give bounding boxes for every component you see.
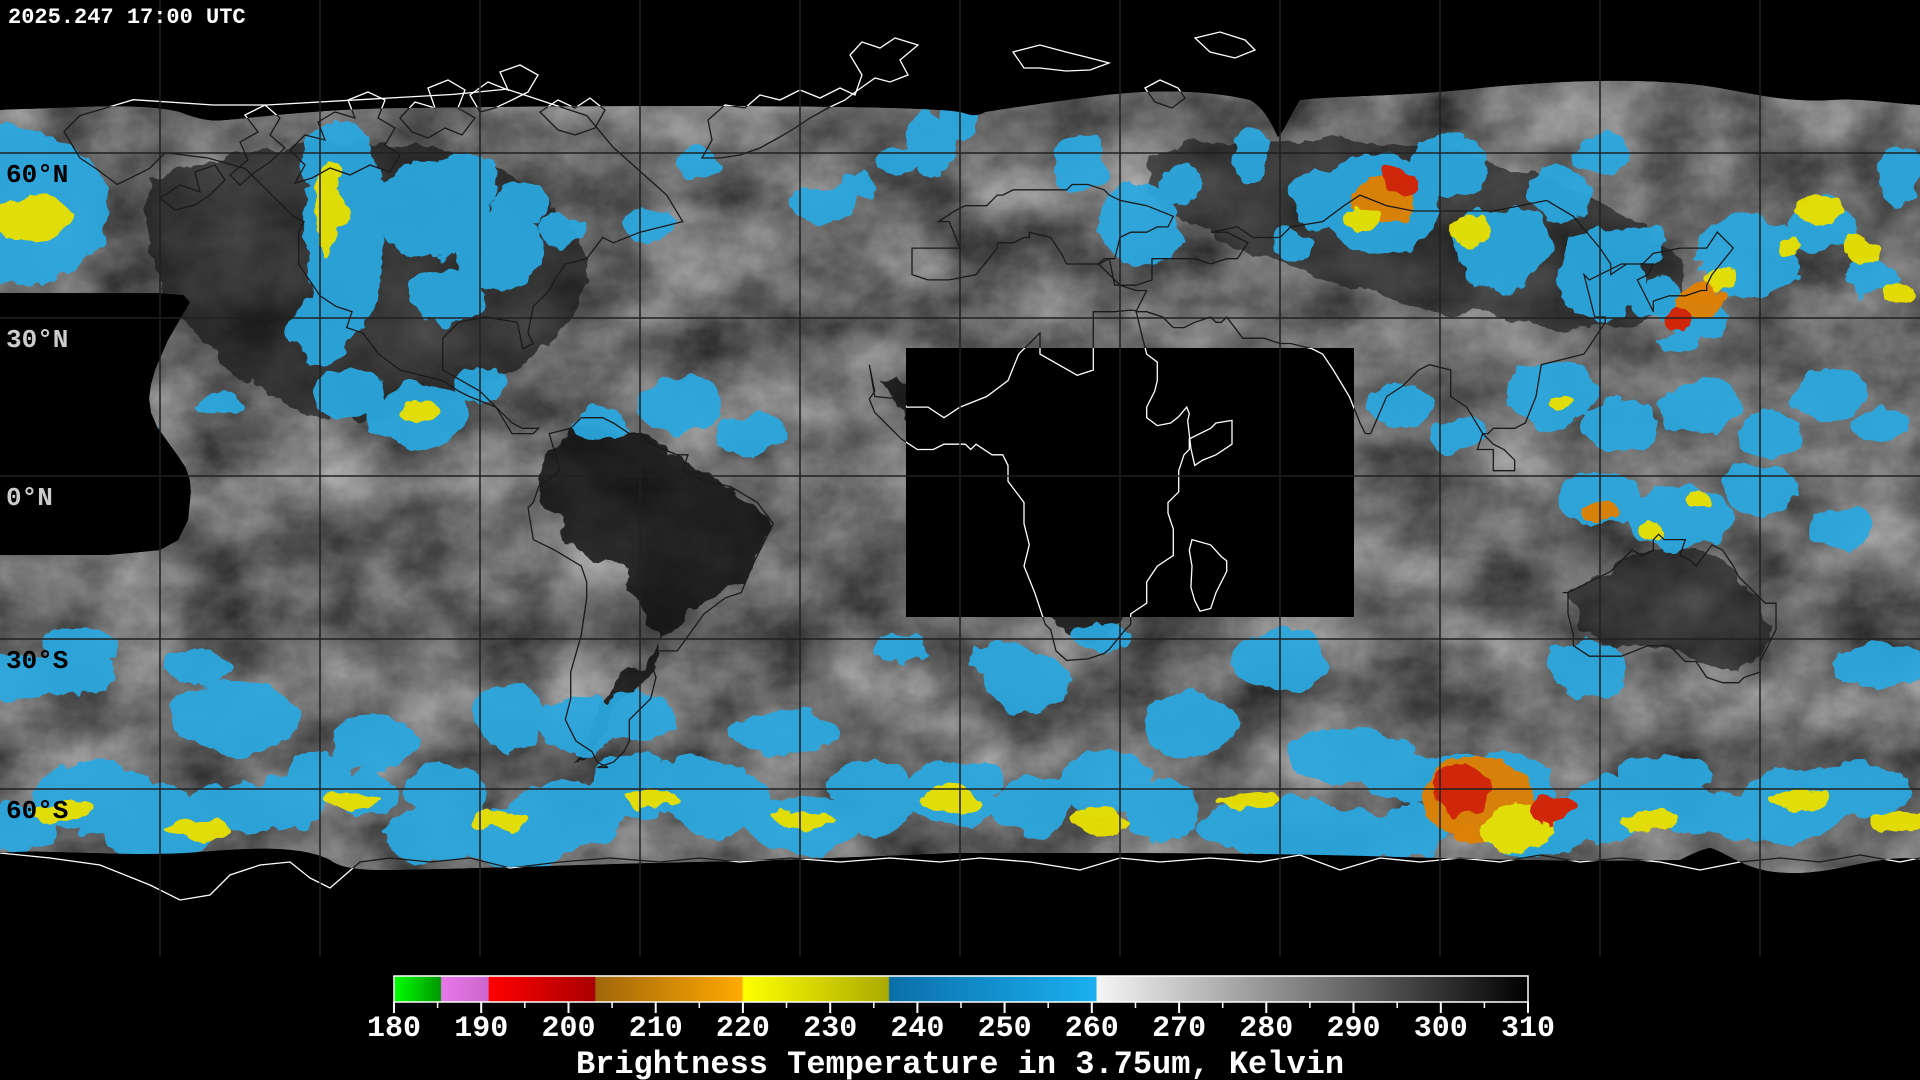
svg-text:270: 270 bbox=[1152, 1012, 1206, 1046]
svg-text:Brightness Temperature in 3.75: Brightness Temperature in 3.75um, Kelvin bbox=[576, 1046, 1344, 1080]
svg-text:240: 240 bbox=[890, 1012, 944, 1046]
svg-text:220: 220 bbox=[716, 1012, 770, 1046]
svg-text:260: 260 bbox=[1065, 1012, 1119, 1046]
svg-text:250: 250 bbox=[978, 1012, 1032, 1046]
svg-text:200: 200 bbox=[541, 1012, 595, 1046]
svg-text:280: 280 bbox=[1239, 1012, 1293, 1046]
svg-text:310: 310 bbox=[1501, 1012, 1555, 1046]
svg-text:230: 230 bbox=[803, 1012, 857, 1046]
svg-text:180: 180 bbox=[367, 1012, 421, 1046]
svg-text:190: 190 bbox=[454, 1012, 508, 1046]
svg-text:210: 210 bbox=[629, 1012, 683, 1046]
svg-text:290: 290 bbox=[1326, 1012, 1380, 1046]
svg-text:300: 300 bbox=[1414, 1012, 1468, 1046]
